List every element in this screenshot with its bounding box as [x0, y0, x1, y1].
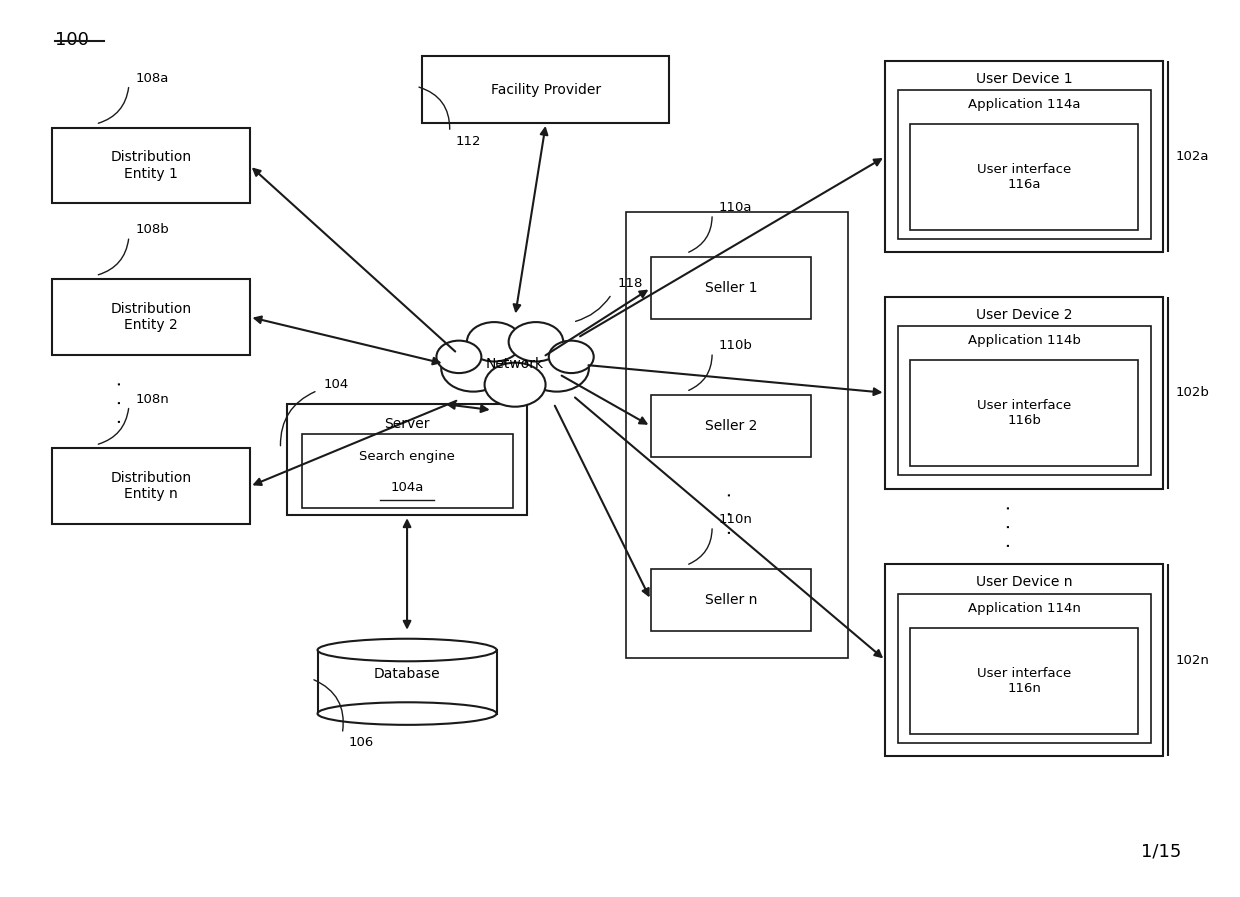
Bar: [651, 395, 811, 457]
Bar: [651, 569, 811, 631]
Bar: [898, 327, 1151, 475]
Text: 110a: 110a: [718, 201, 751, 214]
Text: 100: 100: [55, 31, 88, 49]
Text: Application 114n: Application 114n: [968, 602, 1081, 614]
Text: Network: Network: [486, 357, 544, 370]
Circle shape: [467, 322, 522, 361]
Text: ·  ·  ·: · · ·: [1001, 505, 1019, 548]
Text: Server: Server: [384, 416, 430, 431]
Text: Database: Database: [373, 666, 440, 681]
Text: 110n: 110n: [718, 513, 753, 526]
Text: 118: 118: [618, 276, 644, 290]
Text: 1/15: 1/15: [1141, 842, 1182, 860]
Text: User interface
116a: User interface 116a: [977, 163, 1071, 191]
Bar: [910, 124, 1138, 231]
Text: 102b: 102b: [1176, 387, 1209, 399]
Text: User Device n: User Device n: [976, 575, 1073, 589]
Text: Application 114b: Application 114b: [968, 335, 1081, 347]
Circle shape: [485, 362, 546, 406]
Text: Distribution
Entity 1: Distribution Entity 1: [110, 151, 191, 180]
Bar: [423, 57, 670, 123]
Bar: [317, 650, 496, 714]
Text: 108b: 108b: [135, 223, 169, 236]
Text: ·  ·  ·: · · ·: [112, 379, 130, 423]
Bar: [52, 279, 249, 355]
Circle shape: [549, 341, 594, 373]
Text: Search engine: Search engine: [360, 450, 455, 463]
Text: Seller 2: Seller 2: [704, 419, 758, 433]
Text: 106: 106: [348, 736, 373, 749]
Text: User Device 1: User Device 1: [976, 72, 1073, 85]
Bar: [52, 448, 249, 524]
Text: 102a: 102a: [1176, 150, 1209, 163]
Circle shape: [436, 341, 481, 373]
Text: Distribution
Entity n: Distribution Entity n: [110, 471, 191, 501]
Bar: [885, 61, 1163, 252]
Circle shape: [525, 345, 589, 392]
Ellipse shape: [317, 702, 496, 725]
Bar: [910, 361, 1138, 466]
Circle shape: [471, 332, 559, 396]
Text: Application 114a: Application 114a: [968, 98, 1080, 111]
Text: Facility Provider: Facility Provider: [491, 83, 601, 97]
Text: 110b: 110b: [718, 339, 753, 353]
Text: Distribution
Entity 2: Distribution Entity 2: [110, 302, 191, 332]
Text: 108n: 108n: [135, 393, 169, 405]
Text: Seller 1: Seller 1: [704, 281, 758, 295]
Text: User interface
116b: User interface 116b: [977, 399, 1071, 427]
Text: 108a: 108a: [135, 72, 169, 85]
Text: 112: 112: [456, 135, 481, 148]
Bar: [898, 594, 1151, 743]
Bar: [286, 404, 527, 516]
Circle shape: [441, 345, 506, 392]
Text: 104a: 104a: [391, 481, 424, 494]
Text: User interface
116n: User interface 116n: [977, 666, 1071, 694]
Text: ·  ·  ·: · · ·: [722, 492, 740, 535]
Text: 104: 104: [324, 378, 348, 390]
Bar: [898, 90, 1151, 239]
Bar: [910, 628, 1138, 734]
Text: Seller n: Seller n: [704, 593, 758, 607]
Bar: [885, 564, 1163, 756]
Bar: [301, 434, 512, 509]
Ellipse shape: [317, 639, 496, 661]
Bar: [626, 213, 848, 658]
Bar: [651, 257, 811, 319]
Text: 102n: 102n: [1176, 654, 1209, 666]
Circle shape: [508, 322, 563, 361]
Bar: [52, 127, 249, 204]
Text: User Device 2: User Device 2: [976, 308, 1073, 322]
Bar: [885, 297, 1163, 489]
